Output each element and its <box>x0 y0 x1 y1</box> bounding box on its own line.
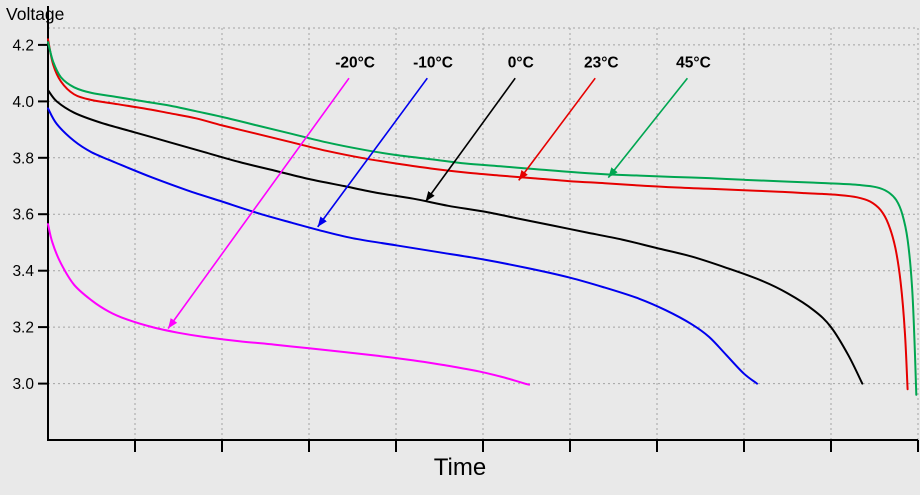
y-axis-title: Voltage <box>6 4 65 24</box>
series-line-3 <box>47 38 909 391</box>
annotation-label-4: 45°C <box>676 55 711 72</box>
y-tick-label: 3.2 <box>12 320 34 337</box>
series-line-2 <box>47 89 864 385</box>
x-axis-title: Time <box>433 454 487 481</box>
annotation-arrow-0 <box>167 77 350 329</box>
y-tick-label: 4.2 <box>12 37 34 54</box>
annotation-label-1: -10°C <box>413 55 453 72</box>
annotation-label-2: 0°C <box>508 55 534 72</box>
y-tick-label: 3.4 <box>12 263 34 280</box>
annotation-arrow-3 <box>518 77 596 181</box>
y-tick-label: 3.0 <box>12 376 34 393</box>
annotation-arrow-2 <box>424 77 516 202</box>
annotation-arrow-4 <box>607 77 689 179</box>
y-tick-label: 3.8 <box>12 150 34 167</box>
series-line-4 <box>47 41 918 396</box>
annotation-label-0: -20°C <box>335 55 375 72</box>
series-line-1 <box>47 107 758 385</box>
y-tick-label: 3.6 <box>12 207 34 224</box>
annotation-arrow-1 <box>317 77 428 228</box>
y-tick-label: 4.0 <box>12 94 34 111</box>
series-line-0 <box>47 223 531 386</box>
annotation-label-3: 23°C <box>584 55 619 72</box>
